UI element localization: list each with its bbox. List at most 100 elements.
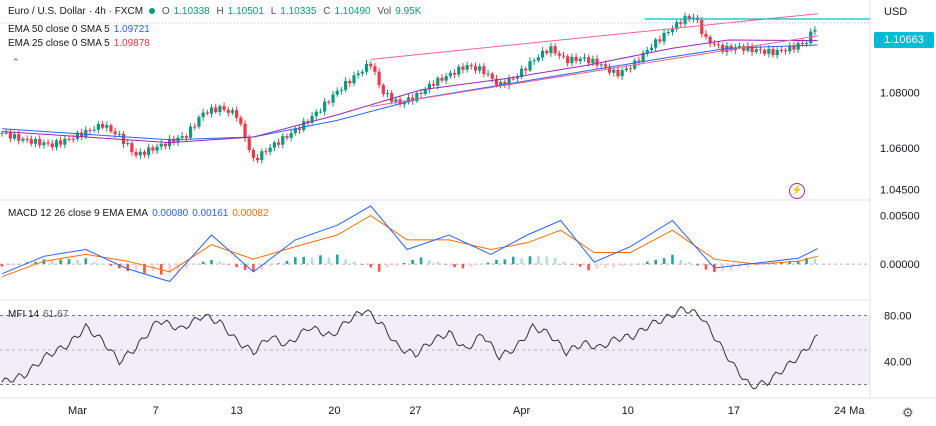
- candle: [348, 81, 352, 84]
- candle: [390, 93, 394, 102]
- candle: [775, 49, 779, 56]
- candle: [432, 83, 436, 86]
- ema25-legend[interactable]: EMA 25 close 0 SMA 5 1.09878: [8, 38, 150, 49]
- candle: [469, 65, 473, 67]
- mfi-legend[interactable]: MFI 14 61.67: [8, 309, 69, 320]
- macd-histogram-bar: [595, 264, 599, 269]
- macd-histogram-bar: [9, 264, 12, 266]
- collapse-legend-icon[interactable]: ⌃: [12, 57, 20, 67]
- macd-tick-label: 0.00000: [880, 259, 920, 271]
- symbol-legend: Euro / U.S. Dollar · 4h · FXCM O 1.10338 …: [8, 6, 422, 17]
- high-value: 1.10501: [227, 6, 264, 17]
- macd-histogram-bar: [235, 264, 238, 268]
- symbol-title[interactable]: Euro / U.S. Dollar · 4h · FXCM: [8, 6, 144, 17]
- candle: [92, 129, 96, 131]
- candle: [8, 132, 12, 139]
- candle: [360, 71, 364, 74]
- candle: [553, 46, 557, 54]
- candle: [603, 64, 608, 67]
- candle: [80, 132, 84, 137]
- candle: [356, 73, 360, 76]
- candle: [616, 69, 620, 77]
- candle: [75, 132, 80, 139]
- candle: [712, 43, 716, 45]
- candle: [549, 46, 553, 54]
- candle: [402, 102, 406, 105]
- candle: [641, 52, 645, 62]
- candle: [662, 32, 666, 42]
- candle: [654, 39, 658, 48]
- macd-histogram-bar: [813, 258, 817, 265]
- candle: [570, 56, 574, 64]
- macd-histogram-bar: [662, 258, 666, 265]
- candle: [511, 78, 515, 80]
- candle: [545, 50, 549, 54]
- macd-histogram-bar: [0, 264, 4, 267]
- macd-histogram-bar: [84, 258, 88, 265]
- macd-histogram-bar: [352, 261, 356, 265]
- candle: [138, 151, 142, 156]
- candle: [813, 29, 817, 32]
- currency-label[interactable]: USD: [884, 6, 908, 18]
- candle: [46, 142, 50, 144]
- candle: [649, 47, 654, 51]
- macd-histogram-bar: [537, 256, 540, 265]
- candle: [293, 128, 297, 134]
- settings-gear-icon[interactable]: ⚙: [902, 405, 914, 420]
- macd-histogram-bar: [201, 261, 205, 265]
- time-tick-label: Mar: [68, 405, 87, 417]
- candle: [754, 49, 758, 53]
- macd-histogram-bar: [369, 264, 373, 268]
- candle: [800, 43, 804, 45]
- candle: [331, 94, 335, 103]
- candle: [88, 129, 92, 131]
- candle: [536, 57, 540, 61]
- macd-legend[interactable]: MACD 12 26 close 9 EMA EMA 0.00080 0.00161…: [8, 208, 269, 219]
- macd-histogram-bar: [319, 255, 322, 265]
- candle: [281, 136, 285, 145]
- macd-histogram-bar: [729, 264, 733, 271]
- candle: [260, 151, 264, 161]
- ema50-legend[interactable]: EMA 50 close 0 SMA 5 1.09721: [8, 24, 150, 35]
- candle: [17, 134, 21, 141]
- candle: [607, 66, 612, 73]
- candle: [763, 50, 767, 54]
- macd-histogram-bar: [126, 264, 130, 272]
- candle: [461, 66, 465, 70]
- candle: [670, 29, 675, 32]
- candle: [687, 16, 691, 19]
- macd-histogram-bar: [671, 254, 674, 265]
- candle: [163, 143, 168, 147]
- candle: [71, 138, 75, 140]
- channel-upper-line: [370, 13, 818, 60]
- candle: [256, 157, 260, 161]
- candle: [239, 117, 243, 124]
- candle: [566, 56, 570, 64]
- candle: [352, 75, 356, 84]
- candle: [679, 21, 683, 25]
- candle: [54, 140, 59, 148]
- candle: [628, 68, 633, 70]
- time-tick-label: 10: [622, 405, 634, 417]
- macd-histogram-bar: [528, 256, 532, 265]
- candle: [708, 36, 712, 44]
- candle: [364, 63, 369, 72]
- candle: [109, 125, 113, 132]
- candle: [499, 81, 503, 85]
- mfi-tick-label: 80.00: [884, 311, 912, 323]
- macd-histogram-bar: [226, 264, 230, 265]
- time-tick-label: 27: [409, 405, 421, 417]
- time-axis: Mar 7 13 20 27 Apr 10 17 24 Ma: [68, 405, 865, 417]
- macd-histogram-bar: [185, 264, 188, 269]
- macd-histogram-bar: [478, 264, 481, 265]
- candle: [272, 142, 276, 148]
- candle: [306, 121, 310, 123]
- lightning-icon[interactable]: ⚡: [789, 183, 805, 199]
- macd-histogram-bar: [612, 264, 616, 268]
- candle: [188, 126, 193, 138]
- candle: [63, 138, 67, 145]
- macd-histogram-bar: [277, 263, 280, 265]
- candle: [84, 129, 88, 137]
- candle: [38, 139, 42, 146]
